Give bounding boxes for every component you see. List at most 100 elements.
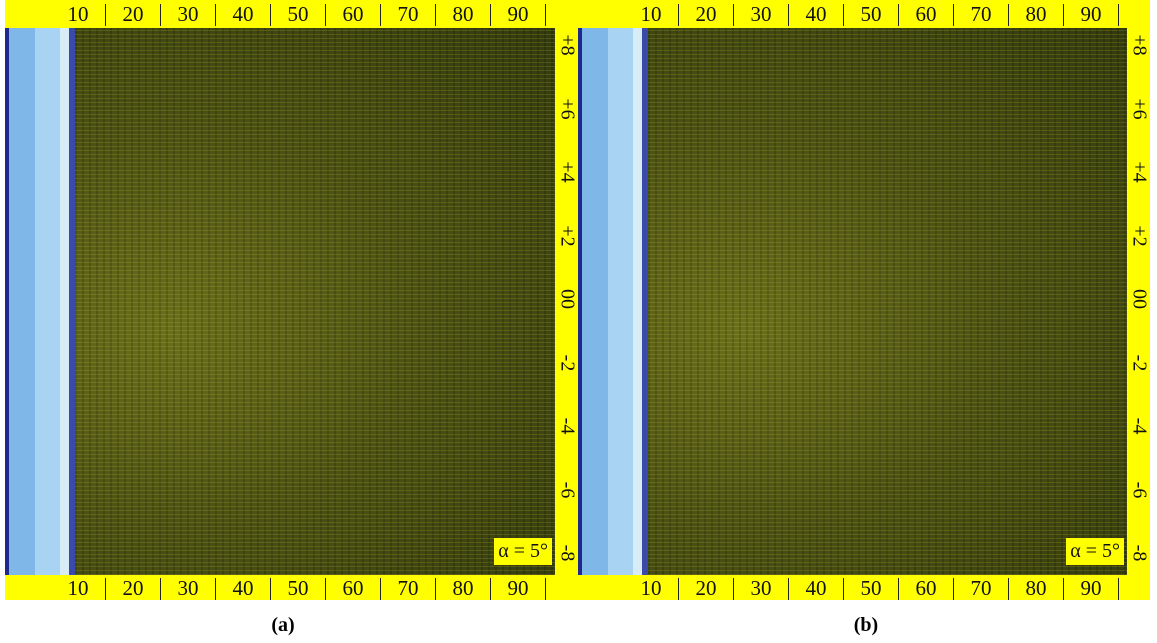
side-scale-label: -8 <box>556 544 579 562</box>
scale-separator <box>490 578 491 600</box>
scale-separator <box>215 578 216 600</box>
angle-label: α = 5° <box>1066 538 1124 565</box>
scale-separator <box>843 578 844 600</box>
side-scale-label: -6 <box>1128 481 1151 498</box>
bottom-scale-label: 30 <box>177 576 199 600</box>
scale-separator <box>953 578 954 600</box>
bottom-scale-label: 90 <box>1080 576 1102 600</box>
bottom-scale-label: 40 <box>232 576 254 600</box>
top-scale-label: 40 <box>232 2 254 26</box>
scale-separator <box>1118 4 1119 26</box>
scale-separator <box>843 4 844 26</box>
bottom-scale-label: 20 <box>122 576 144 600</box>
side-scale-label: +4 <box>1128 161 1151 183</box>
top-scale-label: 80 <box>452 2 474 26</box>
flow-photo <box>5 28 555 575</box>
scale-separator <box>545 578 546 600</box>
figure-panel: 10 20 30 40 50 60 70 80 90 10 20 30 40 50 60 70 80 90 +8 +6… <box>578 0 1151 600</box>
scale-separator <box>1008 578 1009 600</box>
bottom-scale-label: 50 <box>287 576 309 600</box>
bottom-scale-label: 60 <box>915 576 937 600</box>
side-scale-label: -8 <box>1128 544 1151 562</box>
top-scale-label: 70 <box>397 2 419 26</box>
scale-separator <box>1008 4 1009 26</box>
bottom-scale-label: 80 <box>1025 576 1047 600</box>
top-scale-label: 30 <box>750 2 772 26</box>
scale-separator <box>105 4 106 26</box>
top-scale-label: 80 <box>1025 2 1047 26</box>
side-scale-label: +2 <box>1128 224 1151 247</box>
top-scale-label: 10 <box>640 2 662 26</box>
scale-separator <box>733 4 734 26</box>
scale-separator <box>788 578 789 600</box>
side-scale-label: +4 <box>556 161 579 183</box>
side-scale-label: -6 <box>556 481 579 498</box>
top-scale-label: 60 <box>342 2 364 26</box>
figure-panel: 10 20 30 40 50 60 70 80 90 10 20 30 40 50 60 70 80 90 +8 +6… <box>5 0 579 600</box>
side-scale-label: +8 <box>556 34 579 56</box>
side-scale-label: 00 <box>556 289 579 309</box>
bottom-scale-label: 50 <box>860 576 882 600</box>
scale-separator <box>678 578 679 600</box>
side-scale-label: -2 <box>1128 354 1151 371</box>
side-scale-label: -2 <box>556 354 579 371</box>
scale-separator <box>380 578 381 600</box>
scale-separator <box>215 4 216 26</box>
scale-separator <box>160 578 161 600</box>
bottom-scale-label: 80 <box>452 576 474 600</box>
flow-photo <box>578 28 1127 575</box>
panel-caption: (a) <box>271 614 295 636</box>
scale-separator <box>435 4 436 26</box>
scale-separator <box>270 4 271 26</box>
scale-separator <box>270 578 271 600</box>
scale-separator <box>435 578 436 600</box>
scale-separator <box>788 4 789 26</box>
side-scale-label: -4 <box>556 417 579 435</box>
bottom-scale-label: 20 <box>695 576 717 600</box>
scale-separator <box>898 4 899 26</box>
side-scale-label: +2 <box>556 224 579 247</box>
bottom-scale-label: 90 <box>507 576 529 600</box>
side-scale-label: +6 <box>1128 97 1151 120</box>
top-scale-label: 40 <box>805 2 827 26</box>
side-scale-label: +8 <box>1128 34 1151 56</box>
top-scale-label: 50 <box>287 2 309 26</box>
scale-separator <box>898 578 899 600</box>
scale-separator <box>733 578 734 600</box>
scale-separator <box>105 578 106 600</box>
top-scale-label: 90 <box>507 2 529 26</box>
bottom-scale-label: 60 <box>342 576 364 600</box>
scale-separator <box>380 4 381 26</box>
scale-separator <box>953 4 954 26</box>
angle-label: α = 5° <box>494 538 552 565</box>
scale-separator <box>545 4 546 26</box>
side-scale-label: -4 <box>1128 417 1151 435</box>
model-edge <box>578 28 648 575</box>
scale-separator <box>490 4 491 26</box>
top-scale-label: 10 <box>67 2 89 26</box>
scale-separator <box>325 4 326 26</box>
panel-caption: (b) <box>853 614 879 636</box>
model-edge <box>5 28 75 575</box>
bottom-scale-label: 10 <box>67 576 89 600</box>
top-scale-label: 60 <box>915 2 937 26</box>
scale-separator <box>1063 4 1064 26</box>
scale-separator <box>325 578 326 600</box>
bottom-scale-label: 70 <box>970 576 992 600</box>
scale-separator <box>678 4 679 26</box>
bottom-scale-label: 30 <box>750 576 772 600</box>
bottom-scale-label: 40 <box>805 576 827 600</box>
top-scale-label: 70 <box>970 2 992 26</box>
side-scale-label: 00 <box>1128 289 1151 309</box>
scale-separator <box>1063 578 1064 600</box>
top-scale-label: 50 <box>860 2 882 26</box>
top-scale-label: 20 <box>695 2 717 26</box>
side-scale-label: +6 <box>556 97 579 120</box>
top-scale-label: 20 <box>122 2 144 26</box>
top-scale-label: 90 <box>1080 2 1102 26</box>
scale-separator <box>1118 578 1119 600</box>
bottom-scale-label: 10 <box>640 576 662 600</box>
top-scale-label: 30 <box>177 2 199 26</box>
scale-separator <box>160 4 161 26</box>
